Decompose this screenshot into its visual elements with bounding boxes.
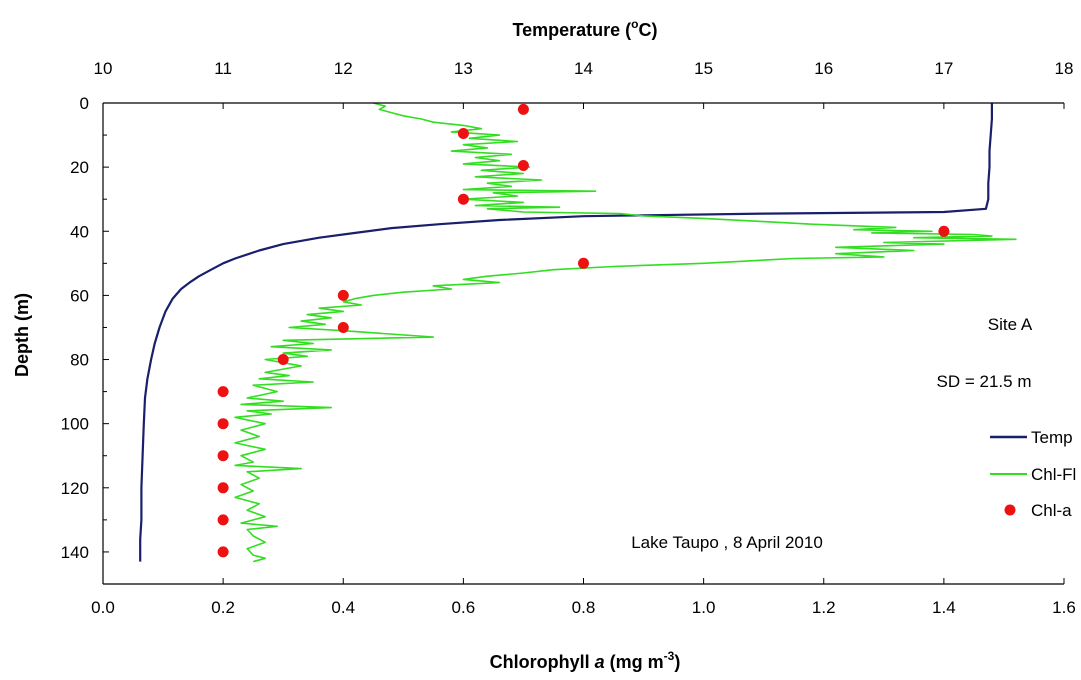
- y-tick-label: 0: [80, 94, 89, 113]
- bottom-tick-label: 0.4: [331, 598, 355, 617]
- legend-chla-label: Chl-a: [1031, 501, 1072, 520]
- top-tick-label: 11: [214, 59, 232, 78]
- top-tick-label: 18: [1055, 59, 1074, 78]
- plot-area: [139, 102, 1017, 563]
- top-tick-label: 14: [574, 59, 593, 78]
- chl-a-point: [337, 322, 349, 333]
- chl-a-point: [217, 450, 229, 462]
- top-tick-label: 15: [694, 59, 713, 78]
- y-axis-title: Depth (m): [12, 293, 32, 377]
- bottom-tick-label: 0.0: [91, 598, 115, 617]
- legend: Temp Chl-Fl Chl-a: [990, 428, 1076, 520]
- top-tick-label: 16: [814, 59, 833, 78]
- axes: 0.0 0.2 0.4 0.6 0.8 1.0 1.2 1.4 1.6 10 11 12 13 14 15 1…: [61, 59, 1076, 617]
- bottom-tick-label: 1.4: [932, 598, 956, 617]
- top-tick-label: 13: [454, 59, 473, 78]
- top-tick-label: 12: [334, 59, 353, 78]
- bottom-tick-label: 1.2: [812, 598, 836, 617]
- y-tick-label: 100: [61, 415, 89, 434]
- temp-line: [139, 103, 993, 562]
- chl-fl-line: [234, 102, 1017, 563]
- chl-a-point: [938, 225, 950, 237]
- bottom-tick-label: 1.6: [1052, 598, 1076, 617]
- top-tick-label: 17: [934, 59, 953, 78]
- chl-a-point: [517, 160, 529, 171]
- y-tick-label: 60: [70, 286, 89, 305]
- chl-a-point: [517, 103, 529, 115]
- chl-a-point: [217, 482, 229, 494]
- chl-a-point: [217, 386, 229, 398]
- y-tick-label: 40: [70, 222, 89, 241]
- bottom-tick-label: 1.0: [692, 598, 716, 617]
- bottom-tick-label: 0.6: [452, 598, 476, 617]
- y-tick-label: 140: [61, 543, 89, 562]
- top-tick-label: 10: [94, 59, 113, 78]
- legend-chla-swatch: [1004, 504, 1016, 516]
- top-axis-title: Temperature (oC): [512, 17, 657, 40]
- bottom-tick-label: 0.8: [572, 598, 596, 617]
- chl-a-point: [217, 514, 229, 526]
- y-tick-label: 80: [70, 351, 89, 370]
- y-tick-label: 20: [70, 158, 89, 177]
- legend-temp-label: Temp: [1031, 428, 1073, 447]
- data-marks: [217, 103, 950, 558]
- site-label: Site A: [988, 315, 1033, 334]
- chl-a-point: [578, 257, 589, 269]
- chl-a-point: [457, 128, 469, 139]
- chl-a-point: [217, 546, 229, 558]
- sd-label: SD = 21.5 m: [937, 372, 1032, 391]
- bottom-tick-label: 0.2: [211, 598, 235, 617]
- y-tick-label: 120: [61, 479, 89, 498]
- chl-a-point: [457, 193, 469, 205]
- chl-a-point: [277, 354, 289, 365]
- chl-a-point: [337, 289, 349, 301]
- chl-a-point: [217, 418, 229, 430]
- legend-chlfl-label: Chl-Fl: [1031, 465, 1076, 484]
- bottom-axis-title: Chlorophyll a (mg m-3): [490, 649, 681, 672]
- caption-label: Lake Taupo , 8 April 2010: [631, 533, 823, 552]
